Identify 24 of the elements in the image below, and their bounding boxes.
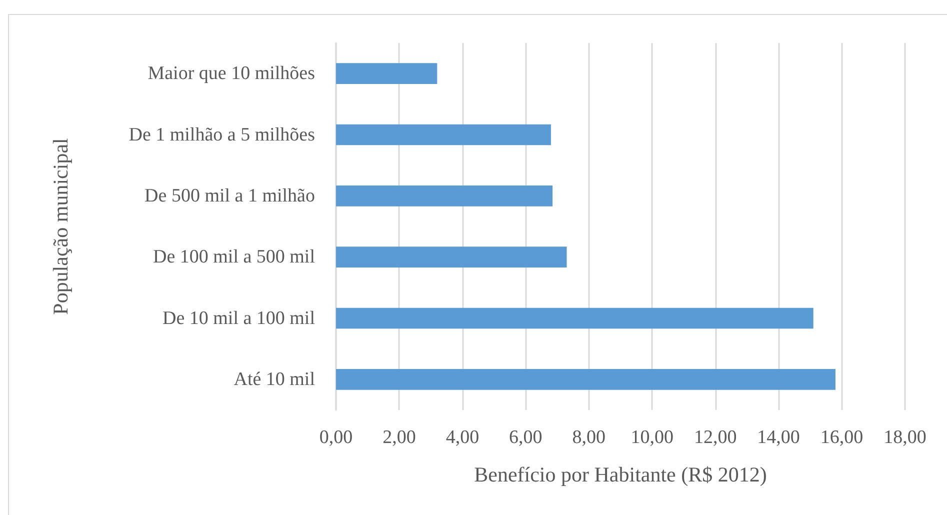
bar [336, 308, 814, 329]
y-tick-label: Até 10 mil [234, 368, 315, 390]
bar [336, 124, 551, 146]
x-tick-label: 2,00 [382, 427, 416, 448]
x-tick-label: 8,00 [572, 427, 606, 448]
bar [336, 369, 836, 390]
x-tick-label: 12,00 [694, 427, 737, 448]
y-tick-label: De 100 mil a 500 mil [152, 246, 315, 268]
bar [336, 63, 438, 84]
x-tick-label: 0,00 [319, 427, 353, 448]
x-tick-label: 18,00 [884, 427, 926, 448]
x-tick-label: 6,00 [509, 427, 542, 448]
x-axis-title: Benefício por Habitante (R$ 2012) [474, 462, 767, 486]
x-tick-label: 4,00 [446, 427, 480, 448]
y-tick-label: Maior que 10 milhões [148, 63, 315, 84]
x-tick-label: 14,00 [757, 427, 800, 448]
y-tick-label: De 500 mil a 1 milhão [144, 185, 315, 206]
bar [336, 246, 567, 268]
bar [336, 186, 553, 206]
x-tick-label: 16,00 [820, 427, 864, 448]
y-tick-label: De 1 milhão a 5 milhões [128, 124, 315, 146]
x-tick-label: 10,00 [630, 427, 674, 448]
y-axis-title: População municipal [48, 138, 72, 315]
y-tick-label: De 10 mil a 100 mil [162, 308, 315, 329]
